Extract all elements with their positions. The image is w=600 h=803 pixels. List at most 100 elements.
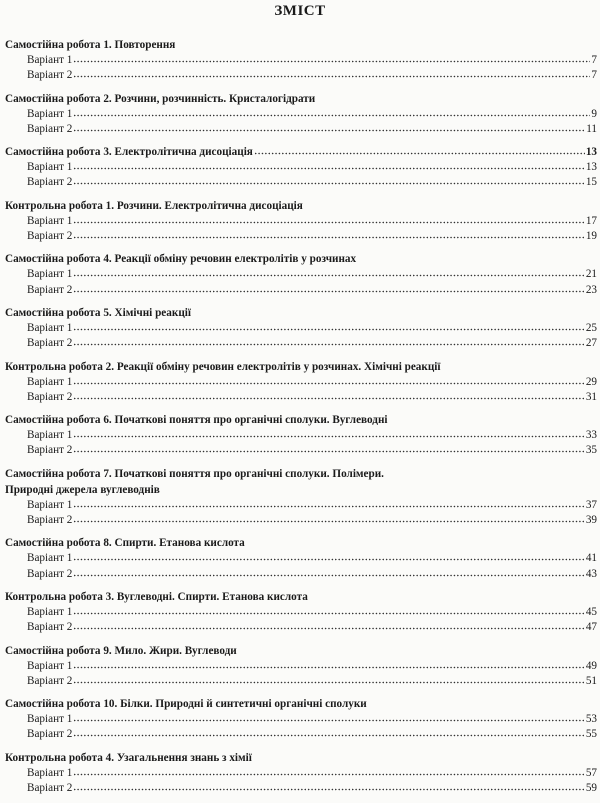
section-title: Самостійна робота 4. Реакції обміну речо… — [5, 253, 357, 266]
toc-section: Самостійна робота 9. Мило. Жири. Вуглево… — [5, 643, 597, 690]
table-of-contents: Самостійна робота 1. Повторення Варіант 1… — [5, 37, 597, 803]
dot-leader — [73, 75, 590, 79]
page-number: 59 — [585, 782, 597, 795]
section-heading[interactable]: Самостійна робота 9. Мило. Жири. Вуглево… — [5, 643, 597, 659]
variant-entry[interactable]: Варіант 1 17 — [5, 214, 597, 229]
section-title: Контрольна робота 1. Розчини. Електроліт… — [5, 199, 303, 212]
variant-label: Варіант 2 — [27, 230, 73, 243]
variant-entry[interactable]: Варіант 2 27 — [5, 336, 597, 351]
section-heading[interactable]: Самостійна робота 10. Білки. Природні й … — [5, 696, 597, 712]
section-heading[interactable]: Контрольна робота 1. Розчини. Електроліт… — [5, 198, 597, 214]
section-title: Контрольна робота 3. Вуглеводні. Спирти.… — [5, 590, 308, 603]
page-number: 57 — [585, 766, 597, 779]
variant-entry[interactable]: Варіант 2 39 — [5, 513, 597, 528]
dot-leader — [73, 220, 585, 224]
toc-section: Самостійна робота 3. Електролітична дисо… — [5, 144, 597, 191]
toc-section: Самостійна робота 10. Білки. Природні й … — [5, 696, 597, 743]
section-heading[interactable]: Самостійна робота 2. Розчини, розчинніст… — [5, 91, 597, 107]
toc-section: Контрольна робота 1. Розчини. Електроліт… — [5, 198, 597, 245]
variant-entry[interactable]: Варіант 1 29 — [5, 375, 597, 390]
page-number: 13 — [585, 146, 597, 159]
dot-leader — [73, 627, 585, 631]
variant-label: Варіант 1 — [27, 321, 73, 334]
dot-leader — [73, 504, 585, 508]
toc-section: Самостійна робота 7. Початкові поняття п… — [5, 466, 597, 529]
page-number: 49 — [585, 659, 597, 672]
page-number: 25 — [585, 321, 597, 334]
section-title: Самостійна робота 2. Розчини, розчинніст… — [5, 92, 316, 105]
variant-label: Варіант 1 — [27, 54, 73, 66]
section-title: Контрольна робота 2. Реакції обміну речо… — [5, 360, 441, 373]
variant-entry[interactable]: Варіант 2 55 — [5, 727, 597, 742]
variant-label: Варіант 2 — [27, 337, 73, 350]
variant-entry[interactable]: Варіант 2 19 — [5, 229, 597, 244]
variant-entry[interactable]: Варіант 1 7 — [5, 53, 597, 68]
section-heading[interactable]: Самостійна робота 8. Спирти. Етанова кис… — [5, 535, 597, 551]
dot-leader — [73, 450, 585, 454]
variant-label: Варіант 2 — [27, 444, 73, 457]
page-number: 45 — [585, 605, 597, 618]
section-heading[interactable]: Контрольна робота 4. Узагальнення знань … — [5, 750, 597, 766]
page-number: 51 — [585, 674, 597, 687]
page-number: 41 — [585, 552, 597, 565]
dot-leader — [73, 343, 585, 347]
variant-label: Варіант 2 — [27, 176, 73, 189]
section-heading[interactable]: Самостійна робота 7. Початкові поняття п… — [5, 466, 597, 482]
variant-label: Варіант 2 — [27, 514, 73, 527]
variant-entry[interactable]: Варіант 1 41 — [5, 551, 597, 566]
dot-leader — [73, 236, 585, 240]
variant-entry[interactable]: Варіант 1 57 — [5, 766, 597, 781]
section-heading[interactable]: Самостійна робота 3. Електролітична дисо… — [5, 144, 597, 160]
page-number: 21 — [585, 268, 597, 281]
variant-entry[interactable]: Варіант 2 31 — [5, 390, 597, 405]
toc-section: Самостійна робота 2. Розчини, розчинніст… — [5, 91, 597, 138]
section-heading[interactable]: Самостійна робота 6. Початкові поняття п… — [5, 412, 597, 428]
dot-leader — [73, 734, 585, 738]
dot-leader — [73, 558, 585, 562]
variant-entry[interactable]: Варіант 2 23 — [5, 283, 597, 298]
variant-entry[interactable]: Варіант 2 59 — [5, 781, 597, 796]
variant-entry[interactable]: Варіант 1 49 — [5, 659, 597, 674]
section-title: Самостійна робота 8. Спирти. Етанова кис… — [5, 537, 245, 550]
variant-entry[interactable]: Варіант 1 21 — [5, 267, 597, 282]
variant-entry[interactable]: Варіант 1 25 — [5, 321, 597, 336]
dot-leader — [253, 152, 585, 156]
variant-entry[interactable]: Варіант 1 37 — [5, 498, 597, 513]
variant-entry[interactable]: Варіант 2 11 — [5, 122, 597, 137]
dot-leader — [73, 665, 585, 669]
variant-entry[interactable]: Варіант 1 9 — [5, 107, 597, 122]
variant-entry[interactable]: Варіант 1 33 — [5, 428, 597, 443]
section-heading[interactable]: Контрольна робота 3. Вуглеводні. Спирти.… — [5, 589, 597, 605]
section-title: Самостійна робота 7. Початкові поняття п… — [5, 467, 384, 480]
page-number: 37 — [585, 498, 597, 511]
variant-label: Варіант 1 — [27, 214, 73, 227]
variant-entry[interactable]: Варіант 2 35 — [5, 443, 597, 458]
variant-entry[interactable]: Варіант 1 53 — [5, 712, 597, 727]
page-number: 11 — [586, 122, 597, 135]
dot-leader — [73, 573, 585, 577]
variant-entry[interactable]: Варіант 1 13 — [5, 160, 597, 175]
variant-label: Варіант 1 — [27, 107, 73, 120]
dot-leader — [73, 788, 585, 792]
variant-label: Варіант 1 — [27, 766, 73, 779]
variant-label: Варіант 2 — [27, 728, 73, 741]
variant-label: Варіант 1 — [27, 552, 73, 565]
variant-entry[interactable]: Варіант 2 43 — [5, 567, 597, 582]
variant-entry[interactable]: Варіант 2 47 — [5, 620, 597, 635]
variant-label: Варіант 1 — [27, 429, 73, 442]
section-heading[interactable]: Контрольна робота 2. Реакції обміну речо… — [5, 359, 597, 375]
section-heading[interactable]: Самостійна робота 4. Реакції обміну речо… — [5, 251, 597, 267]
section-heading[interactable]: Самостійна робота 5. Хімічні реакції — [5, 305, 597, 321]
dot-leader — [73, 772, 585, 776]
variant-entry[interactable]: Варіант 2 51 — [5, 674, 597, 689]
variant-entry[interactable]: Варіант 2 7 — [5, 68, 597, 83]
section-heading[interactable]: Природні джерела вуглеводнів — [5, 482, 597, 498]
section-title: Самостійна робота 10. Білки. Природні й … — [5, 698, 367, 711]
variant-label: Варіант 2 — [27, 283, 73, 296]
variant-label: Варіант 2 — [27, 674, 73, 687]
section-heading[interactable]: Самостійна робота 1. Повторення — [5, 37, 597, 53]
variant-entry[interactable]: Варіант 1 45 — [5, 605, 597, 620]
dot-leader — [73, 381, 585, 385]
variant-entry[interactable]: Варіант 2 15 — [5, 175, 597, 190]
page-number: 19 — [585, 230, 597, 243]
